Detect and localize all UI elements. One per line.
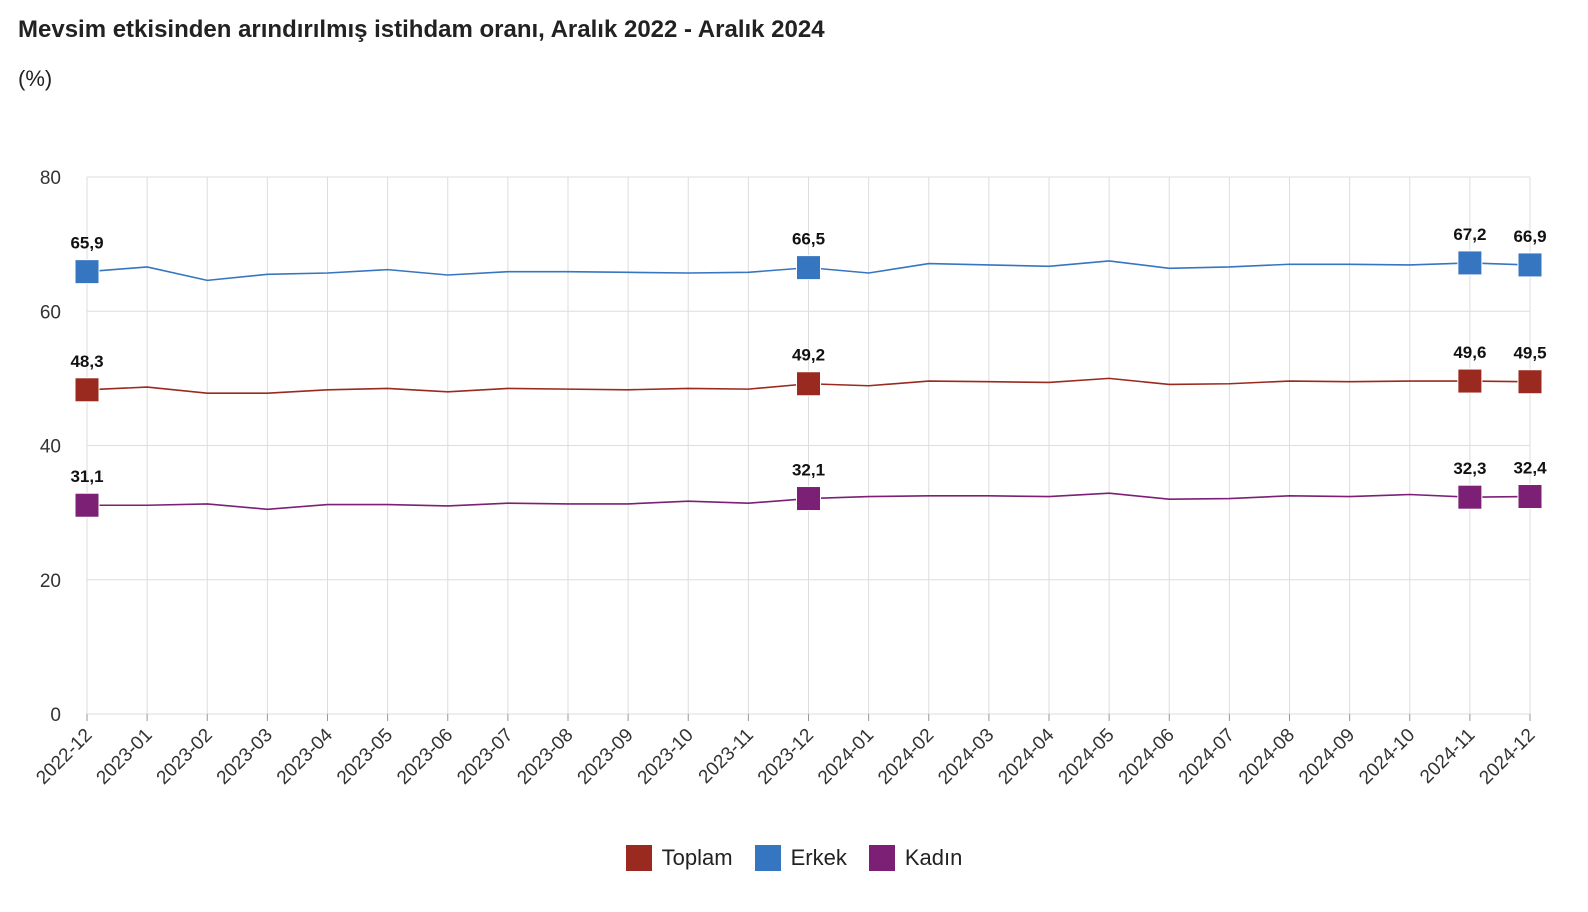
x-tick-label: 2023-12	[754, 725, 818, 789]
data-point-marker	[1517, 484, 1543, 510]
data-point-marker	[796, 486, 821, 512]
data-label: 49,6	[1453, 343, 1486, 362]
data-point-marker	[74, 377, 100, 403]
data-point-marker	[1517, 369, 1543, 395]
x-tick-label: 2023-08	[513, 725, 577, 789]
x-tick-label: 2023-10	[634, 725, 698, 789]
x-tick-label: 2023-07	[453, 725, 517, 789]
data-point-marker	[796, 371, 821, 397]
x-tick-label: 2024-03	[934, 725, 998, 789]
x-tick-label: 2024-10	[1355, 725, 1419, 789]
data-point-marker	[74, 259, 100, 285]
y-tick-label: 40	[40, 437, 61, 458]
legend-item[interactable]: Kadın	[868, 845, 963, 871]
line-chart: 0204060802022-122023-012023-022023-03202…	[32, 168, 1547, 789]
legend-item[interactable]: Erkek	[754, 845, 847, 871]
y-tick-label: 0	[50, 705, 61, 726]
x-tick-label: 2023-09	[574, 725, 638, 789]
x-tick-label: 2023-04	[273, 724, 337, 788]
legend-swatch	[868, 845, 895, 871]
x-tick-label: 2023-11	[695, 725, 758, 788]
x-tick-label: 2024-05	[1055, 725, 1119, 789]
data-label: 66,5	[792, 230, 825, 249]
x-tick-label: 2023-06	[393, 725, 457, 789]
data-point-marker	[1517, 252, 1543, 278]
x-tick-label: 2024-07	[1175, 725, 1239, 789]
x-tick-label: 2023-02	[153, 725, 217, 789]
legend-swatch	[754, 845, 781, 871]
data-point-marker	[1457, 250, 1483, 276]
data-point-marker	[796, 255, 821, 281]
data-label: 49,2	[792, 346, 825, 365]
x-tick-label: 2024-02	[874, 725, 938, 789]
x-tick-label: 2024-12	[1475, 725, 1539, 789]
x-tick-label: 2023-03	[213, 725, 277, 789]
data-label: 67,2	[1453, 225, 1486, 244]
data-label: 49,5	[1513, 344, 1546, 363]
data-label: 32,3	[1453, 459, 1486, 478]
x-tick-label: 2023-05	[333, 725, 397, 789]
data-label: 65,9	[70, 234, 103, 253]
data-point-marker	[74, 492, 100, 518]
chart-title: Mevsim etkisinden arındırılmış istihdam …	[18, 16, 825, 43]
data-point-marker	[1457, 484, 1483, 510]
data-label: 32,4	[1513, 459, 1547, 478]
x-tick-label: 2024-01	[814, 725, 878, 789]
legend-label: Erkek	[790, 845, 847, 870]
x-tick-label: 2024-08	[1235, 725, 1299, 789]
x-tick-label: 2023-01	[93, 725, 157, 789]
legend-label: Kadın	[904, 845, 963, 870]
data-label: 66,9	[1513, 227, 1546, 246]
x-tick-label: 2024-06	[1115, 725, 1179, 789]
legend-label: Toplam	[661, 845, 733, 870]
data-label: 32,1	[792, 461, 825, 480]
legend-item[interactable]: Toplam	[625, 845, 733, 871]
data-label: 48,3	[70, 352, 103, 371]
x-tick-label: 2022-12	[32, 725, 96, 789]
chart-subtitle: (%)	[18, 66, 53, 91]
y-tick-label: 60	[40, 302, 61, 323]
x-tick-label: 2024-04	[994, 724, 1058, 788]
data-point-marker	[1457, 368, 1483, 394]
y-tick-label: 20	[40, 571, 61, 592]
legend: Toplam Erkek Kadın	[0, 845, 1588, 871]
legend-swatch	[625, 845, 652, 871]
x-tick-label: 2024-11	[1416, 725, 1479, 788]
y-tick-label: 80	[40, 168, 61, 189]
data-label: 31,1	[70, 467, 103, 486]
x-tick-label: 2024-09	[1295, 725, 1359, 789]
